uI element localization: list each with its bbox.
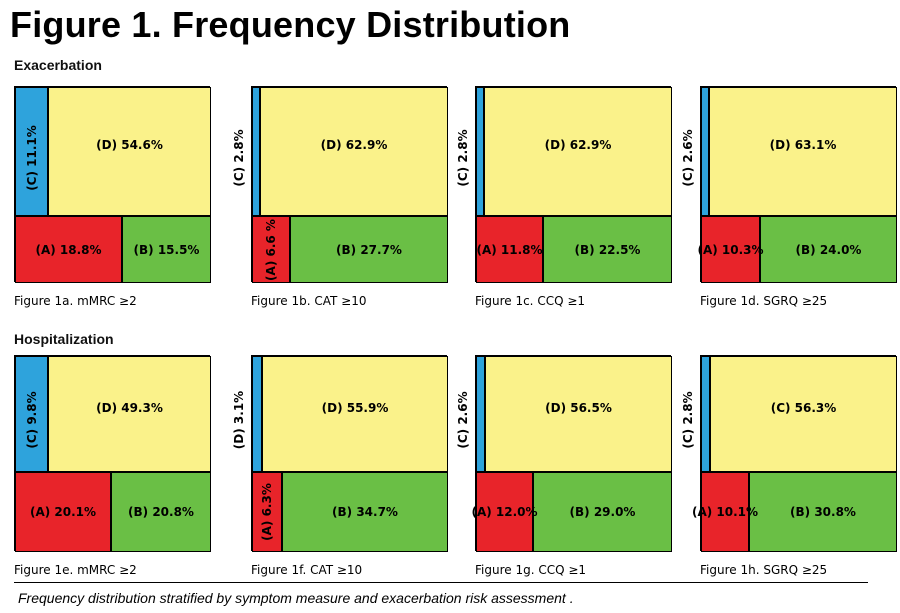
- mosaic-label-d: (C) 56.3%: [770, 401, 837, 416]
- mosaic-cell-a: [701, 472, 749, 552]
- mosaic-label-b: (B) 24.0%: [795, 242, 862, 257]
- figure-caption: Figure 1f. CAT ≥10: [251, 563, 363, 577]
- mosaic-label-a: (A) 11.8%: [476, 242, 543, 257]
- mosaic-label-c: (D) 3.1%: [232, 390, 246, 449]
- mosaic-label-d: (D) 62.9%: [544, 138, 612, 153]
- figure-caption: Figure 1d. SGRQ ≥25: [700, 294, 828, 308]
- mosaic-cell-c: [15, 356, 48, 472]
- mosaic-label-d: (D) 49.3%: [96, 401, 163, 416]
- mosaic-label-d: (D) 56.5%: [545, 401, 612, 416]
- mosaic-panel: (C) 2.8% (C) 56.3% (A) 10.1% (B) 30.8%: [681, 355, 897, 552]
- mosaic-label-c: (C) 2.8%: [456, 129, 470, 187]
- mosaic-panel: (C) 2.8% (D) 62.9% (A) 6.6 % (B) 27.7%: [232, 86, 448, 283]
- mosaic-label-c: (C) 2.8%: [681, 391, 695, 449]
- mosaic-label-a: (A) 6.6 %: [264, 218, 278, 281]
- mosaic-cell-d: [710, 356, 897, 472]
- mosaic-label-d: (D) 63.1%: [769, 138, 837, 153]
- mosaic-panel: (C) 11.1% (D) 54.6% (A) 18.8% (B) 15.5%: [14, 86, 211, 283]
- mosaic-label-a: (A) 10.1%: [691, 505, 759, 519]
- mosaic-cell-a: [252, 216, 290, 283]
- mosaic-label-d: (D) 55.9%: [321, 401, 389, 416]
- mosaic-cell-a: [476, 472, 533, 552]
- mosaic-cell-d: [48, 356, 211, 472]
- figure-caption: Figure 1c. CCQ ≥1: [475, 294, 586, 308]
- mosaic-panel: (C) 2.6% (D) 63.1% (A) 10.3% (B) 24.0%: [681, 86, 897, 283]
- mosaic-panel: (D) 3.1% (D) 55.9% (A) 6.3% (B) 34.7%: [232, 355, 448, 552]
- mosaic-label-b: (B) 27.7%: [336, 242, 402, 257]
- mosaic-cell-d: [484, 87, 672, 216]
- mosaic-label-c: (C) 2.6%: [681, 129, 695, 187]
- mosaic-label-b: (B) 22.5%: [574, 242, 641, 257]
- mosaic-cell-b: [282, 472, 448, 552]
- mosaic-label-d: (D) 54.6%: [96, 138, 163, 153]
- page-title: Figure 1. Frequency Distribution: [10, 4, 571, 45]
- figure-caption: Figure 1h. SGRQ ≥25: [700, 563, 828, 577]
- mosaic-label-b: (B) 30.8%: [790, 505, 856, 519]
- mosaic-cell-c: [701, 87, 709, 216]
- mosaic-panel: (C) 2.6% (D) 56.5% (A) 12.0% (B) 29.0%: [456, 355, 672, 552]
- mosaic-label-a: (A) 6.3%: [260, 483, 274, 541]
- mosaic-cell-d: [485, 356, 672, 472]
- mosaic-cell-b: [533, 472, 672, 552]
- mosaic-label-d: (D) 62.9%: [320, 138, 388, 153]
- mosaic-panel: (C) 2.8% (D) 62.9% (A) 11.8% (B) 22.5%: [456, 86, 672, 283]
- mosaic-cell-b: [122, 216, 211, 283]
- mosaic-cell-c: [252, 356, 262, 472]
- mosaic-label-b: (B) 15.5%: [133, 242, 200, 257]
- mosaic-cell-a: [701, 216, 760, 283]
- footer-divider: [14, 582, 868, 583]
- mosaic-cell-c: [701, 356, 710, 472]
- mosaic-cell-d: [262, 356, 448, 472]
- mosaic-label-a: (A) 18.8%: [35, 242, 102, 257]
- mosaic-cell-c: [476, 87, 484, 216]
- mosaic-label-a: (A) 12.0%: [471, 505, 538, 519]
- mosaic-cell-c: [476, 356, 485, 472]
- mosaic-cell-d: [260, 87, 448, 216]
- mosaic-label-b: (B) 34.7%: [332, 505, 398, 519]
- mosaic-label-b: (B) 29.0%: [569, 505, 636, 519]
- mosaic-cell-b: [760, 216, 897, 283]
- figure-caption: Figure 1a. mMRC ≥2: [14, 294, 137, 308]
- mosaic-label-a: (A) 20.1%: [29, 505, 97, 519]
- mosaic-cell-d: [48, 87, 211, 216]
- mosaic-cell-c: [252, 87, 260, 216]
- footer-note: Frequency distribution stratified by sym…: [18, 590, 574, 606]
- mosaic-cell-b: [290, 216, 448, 283]
- mosaic-cell-a: [476, 216, 543, 283]
- mosaic-cell-a: [15, 472, 111, 552]
- mosaic-cell-c: [15, 87, 48, 216]
- mosaic-cell-b: [543, 216, 672, 283]
- mosaic-cell-b: [111, 472, 211, 552]
- mosaic-panel: (C) 9.8% (D) 49.3% (A) 20.1% (B) 20.8%: [14, 355, 211, 552]
- mosaic-cell-d: [709, 87, 897, 216]
- mosaic-cell-b: [749, 472, 897, 552]
- figure-caption: Figure 1g. CCQ ≥1: [475, 563, 587, 577]
- figure-caption: Figure 1e. mMRC ≥2: [14, 563, 137, 577]
- mosaic-label-c: (C) 11.1%: [24, 125, 39, 191]
- mosaic-label-b: (B) 20.8%: [128, 505, 194, 519]
- mosaic-cell-a: [15, 216, 122, 283]
- mosaic-cell-a: [252, 472, 282, 552]
- mosaic-label-c: (C) 2.6%: [456, 391, 470, 449]
- section-label-hospitalization: Hospitalization: [14, 331, 114, 347]
- mosaic-label-c: (C) 9.8%: [24, 391, 39, 449]
- figure-caption: Figure 1b. CAT ≥10: [251, 294, 367, 308]
- mosaic-label-a: (A) 10.3%: [697, 242, 764, 257]
- section-label-exacerbation: Exacerbation: [14, 57, 102, 73]
- mosaic-label-c: (C) 2.8%: [232, 129, 246, 187]
